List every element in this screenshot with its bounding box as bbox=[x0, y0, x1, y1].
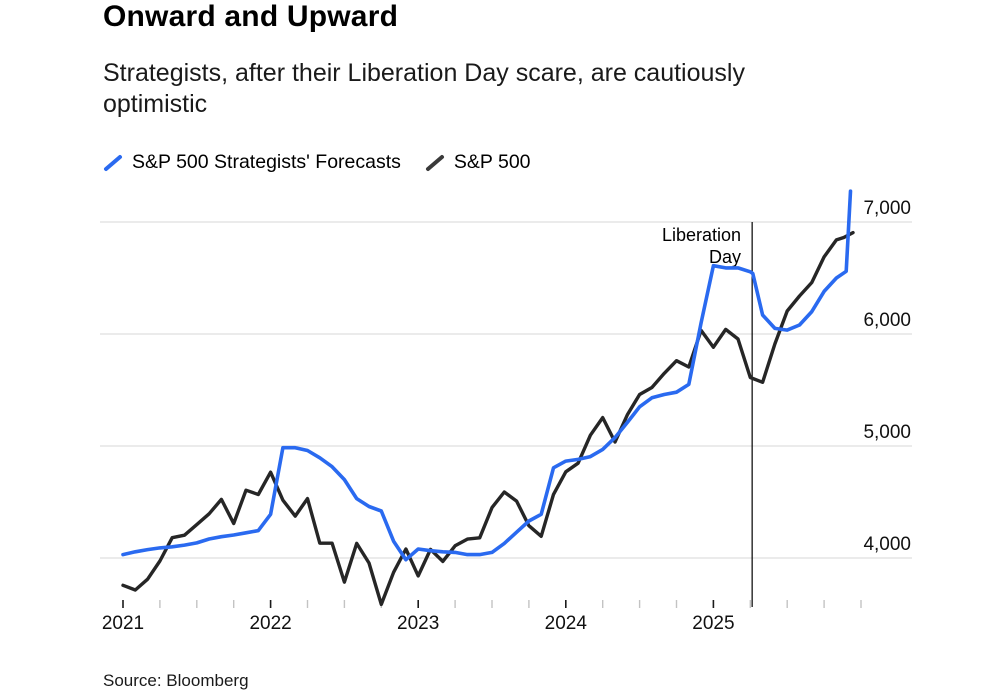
x-tick-label: 2025 bbox=[692, 613, 734, 634]
sp500-line-swatch-icon bbox=[425, 154, 444, 171]
annotation-liberation: Liberation bbox=[662, 225, 741, 245]
chart-legend: S&P 500 Strategists' Forecasts S&P 500 bbox=[103, 151, 555, 174]
legend-item-sp500: S&P 500 bbox=[425, 151, 531, 174]
x-tick-label: 2024 bbox=[545, 613, 588, 634]
forecasts-line-swatch-icon bbox=[104, 154, 122, 171]
page-title: Onward and Upward bbox=[103, 0, 399, 33]
y-tick-label: 4,000 bbox=[863, 534, 911, 555]
y-axis-labels: 4,000 5,000 6,000 7,000 bbox=[863, 198, 911, 555]
x-tick-label: 2023 bbox=[397, 613, 439, 634]
x-axis-labels: 2021 2022 2023 2024 2025 bbox=[102, 613, 735, 634]
source-note: Source: Bloomberg bbox=[103, 671, 249, 690]
legend-label-sp500: S&P 500 bbox=[453, 151, 531, 173]
series-forecasts bbox=[121, 189, 853, 562]
legend-label-forecasts: S&P 500 Strategists' Forecasts bbox=[132, 151, 401, 173]
x-tick-label: 2022 bbox=[249, 613, 291, 634]
series-sp500 bbox=[121, 230, 855, 607]
legend-item-forecasts: S&P 500 Strategists' Forecasts bbox=[103, 151, 401, 174]
gridlines bbox=[100, 221, 912, 559]
chart-subtitle-line2: optimistic bbox=[103, 90, 208, 118]
x-tick-label: 2021 bbox=[102, 613, 144, 634]
y-tick-label: 7,000 bbox=[863, 198, 911, 219]
y-tick-label: 6,000 bbox=[863, 310, 911, 331]
chart-subtitle-line1: Strategists, after their Liberation Day … bbox=[103, 59, 745, 87]
x-axis-ticks bbox=[122, 600, 862, 608]
y-tick-label: 5,000 bbox=[863, 422, 911, 443]
annotation-day: Day bbox=[709, 247, 741, 267]
chart-subtitle: Strategists, after their Liberation Day … bbox=[103, 58, 745, 120]
